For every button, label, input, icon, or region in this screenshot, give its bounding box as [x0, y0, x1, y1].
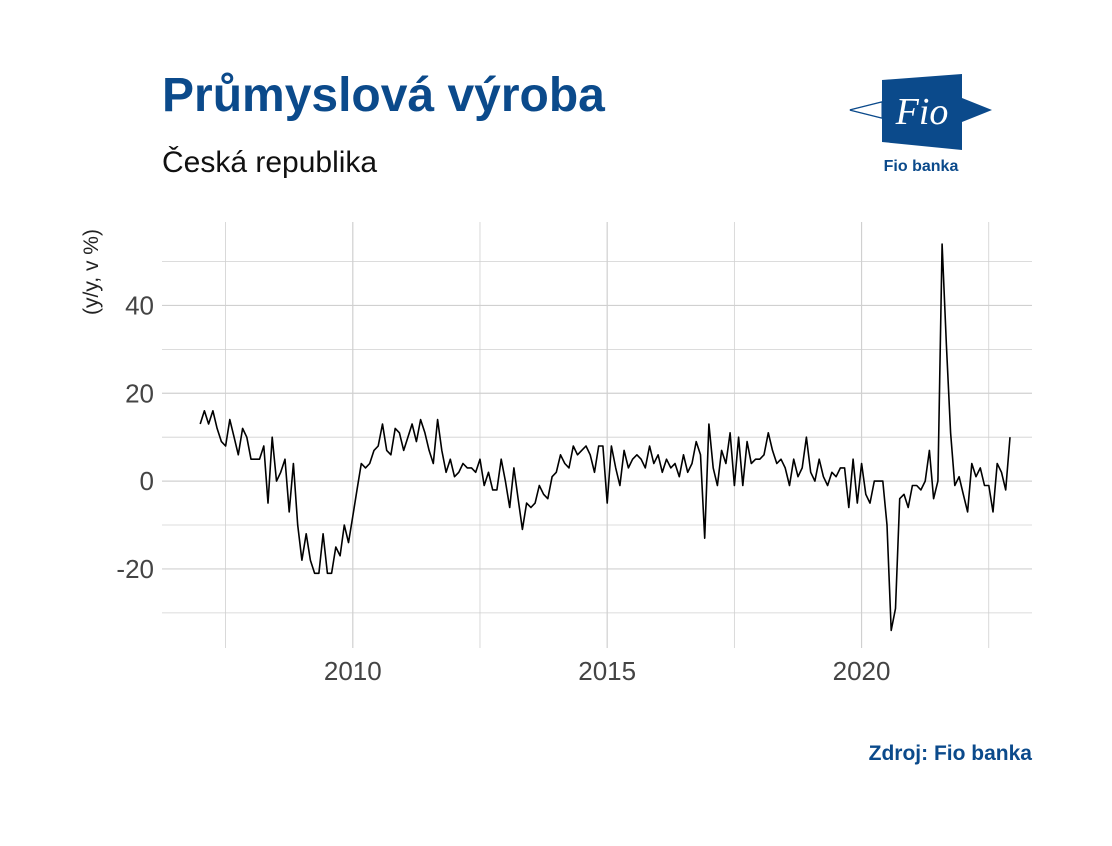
grid	[162, 222, 1032, 648]
fio-banka-logo: Fio Fio banka	[848, 72, 994, 182]
series-layer	[199, 243, 1011, 632]
y-tick-label: 40	[125, 290, 154, 320]
y-tick-label: 0	[140, 466, 154, 496]
y-tick-label: 20	[125, 378, 154, 408]
chart-title: Průmyslová výroba	[162, 69, 605, 122]
y-axis-label: (y/y, v %)	[80, 229, 103, 315]
fio-logo-icon: Fio	[849, 74, 992, 150]
logo-caption: Fio banka	[883, 158, 959, 175]
y-tick-label: -20	[116, 554, 154, 584]
chart-subtitle: Česká republika	[162, 146, 378, 179]
x-tick-label: 2010	[324, 656, 382, 686]
logo-text: Fio	[895, 91, 949, 133]
x-tick-label: 2020	[833, 656, 891, 686]
axis-ticks: -20 0 20 40 2010 2015 2020	[116, 290, 890, 686]
x-tick-label: 2015	[578, 656, 636, 686]
series-line	[199, 243, 1011, 632]
source-note: Zdroj: Fio banka	[868, 742, 1032, 765]
